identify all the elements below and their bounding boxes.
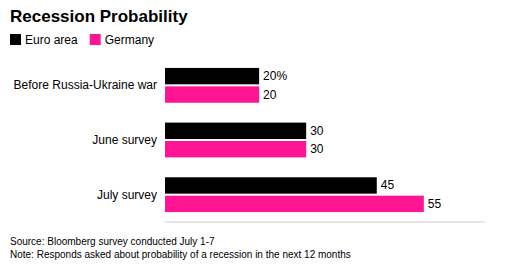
data-label: 20% — [263, 69, 287, 83]
data-label: 30 — [310, 142, 324, 156]
title: Recession Probability — [10, 7, 188, 26]
category-label: Before Russia-Ukraine war — [14, 78, 157, 92]
bar — [165, 123, 306, 139]
annotation: Source: Bloomberg survey conducted July … — [10, 236, 215, 247]
data-label: 30 — [310, 124, 324, 138]
legend-label: Germany — [105, 33, 154, 47]
annotation: Note: Responds asked about probability o… — [10, 249, 351, 260]
bar — [165, 86, 259, 102]
legend-label: Euro area — [25, 33, 78, 47]
bar — [165, 68, 259, 84]
category-label: July survey — [97, 188, 157, 202]
bar — [165, 141, 306, 157]
legend-swatch — [10, 34, 21, 45]
category-label: June survey — [92, 133, 157, 147]
data-label: 20 — [263, 88, 277, 102]
bar — [165, 177, 377, 193]
bar — [165, 196, 424, 212]
data-label: 55 — [428, 197, 442, 211]
data-label: 45 — [381, 178, 395, 192]
chart: Recession Probability Euro area Germany 20%… — [0, 0, 525, 278]
x-axis-line — [165, 222, 485, 223]
legend-swatch — [90, 34, 101, 45]
